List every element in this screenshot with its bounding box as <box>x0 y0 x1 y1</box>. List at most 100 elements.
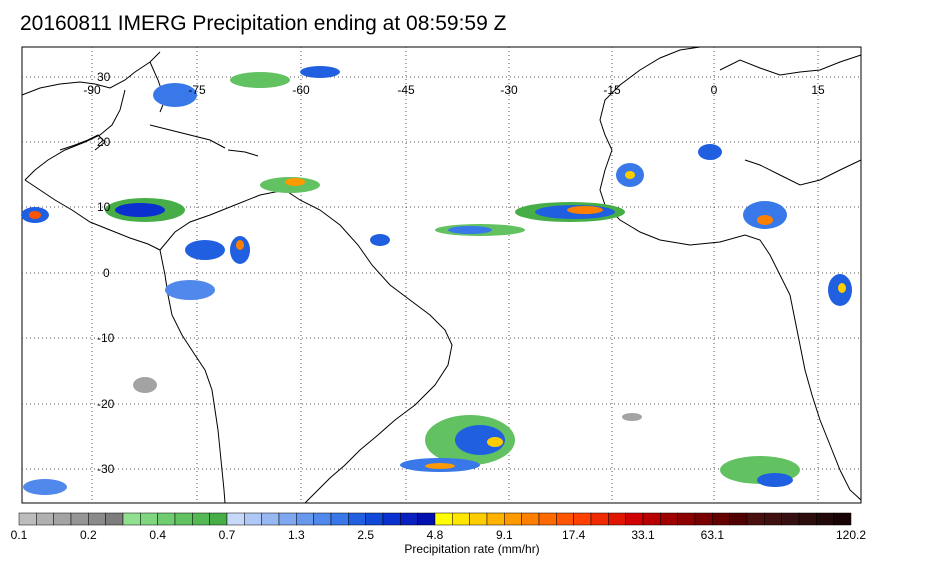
colorbar-tick-label: 63.1 <box>700 528 725 542</box>
precip-area <box>165 280 215 300</box>
colorbar-swatch <box>434 512 453 526</box>
gridlines <box>22 47 861 503</box>
colorbar-swatch <box>729 512 748 526</box>
lat-label: 0 <box>103 266 110 280</box>
colorbar-swatch <box>816 512 834 526</box>
coast-south-america <box>159 189 453 504</box>
colorbar-swatch <box>88 512 106 526</box>
colorbar <box>18 512 852 526</box>
colorbar-swatch <box>36 512 54 526</box>
colorbar-swatch <box>278 512 297 526</box>
colorbar-swatch <box>469 512 488 526</box>
colorbar-swatch <box>798 512 817 526</box>
colorbar-swatch <box>660 512 678 526</box>
colorbar-swatch <box>677 512 696 526</box>
colorbar-swatch <box>105 512 124 526</box>
precip-area <box>448 226 492 234</box>
colorbar-tick-label: 2.5 <box>357 528 374 542</box>
colorbar-swatch <box>53 512 72 526</box>
coast-africa-east <box>744 159 862 186</box>
colorbar-swatch <box>590 512 609 526</box>
precip-area <box>285 178 305 186</box>
colorbar-swatch <box>365 512 384 526</box>
colorbar-swatch <box>556 512 574 526</box>
colorbar-tick-label: 120.2 <box>835 528 867 542</box>
coast-yucatan <box>59 134 106 151</box>
colorbar-swatch <box>174 512 193 526</box>
colorbar-tick-label: 0.2 <box>79 528 97 542</box>
colorbar-tick-label: 0.7 <box>218 528 236 542</box>
coast-north-america <box>21 51 161 181</box>
colorbar-swatch <box>348 512 366 526</box>
lat-label: -20 <box>97 397 115 411</box>
coast-south-america-west <box>159 249 226 504</box>
lon-label: -75 <box>188 83 206 97</box>
colorbar-swatch <box>746 512 765 526</box>
colorbar-swatch <box>712 512 730 526</box>
lat-label: 30 <box>97 70 111 84</box>
colorbar-swatch <box>244 512 262 526</box>
lat-label: 20 <box>97 135 111 149</box>
colorbar-swatch <box>486 512 505 526</box>
colorbar-tick-label: 0.1 <box>10 528 28 542</box>
lon-label: -90 <box>83 83 101 97</box>
colorbar-swatch <box>192 512 210 526</box>
colorbar-swatch <box>417 512 436 526</box>
precip-area <box>487 437 503 447</box>
lon-label: 0 <box>711 83 718 97</box>
lon-label: 15 <box>811 83 825 97</box>
colorbar-swatch <box>70 512 89 526</box>
precip-area <box>455 425 505 455</box>
colorbar-swatch <box>538 512 557 526</box>
colorbar-swatch <box>781 512 800 526</box>
colorbar-swatch <box>642 512 661 526</box>
colorbar-swatch <box>400 512 418 526</box>
precip-area <box>757 473 793 487</box>
precip-area <box>698 144 722 160</box>
precip-area <box>230 72 290 88</box>
colorbar-swatch <box>330 512 349 526</box>
precip-area <box>115 203 165 217</box>
longitude-labels: -90 -75 -60 -45 -30 -15 0 15 <box>83 83 825 97</box>
colorbar-swatch <box>608 512 626 526</box>
precip-area <box>622 413 642 421</box>
colorbar-swatch <box>573 512 592 526</box>
lon-label: -30 <box>500 83 518 97</box>
colorbar-swatch <box>296 512 314 526</box>
coast-hispaniola <box>227 149 259 157</box>
coast-cuba <box>149 124 226 149</box>
latitude-labels: 30 20 10 0 -10 -20 -30 <box>97 70 115 476</box>
coast-europe <box>719 54 862 76</box>
lon-label: -45 <box>397 83 415 97</box>
coast-central-america <box>24 179 161 251</box>
colorbar-swatch <box>694 512 713 526</box>
precip-area <box>153 83 197 107</box>
precip-area <box>236 240 244 250</box>
precip-area <box>757 215 773 225</box>
colorbar-swatch <box>313 512 332 526</box>
lat-label: -10 <box>97 331 115 345</box>
colorbar-tick-label: 33.1 <box>631 528 655 542</box>
precipitation-field <box>21 66 852 495</box>
precip-area <box>23 479 67 495</box>
coast-africa-north <box>599 46 701 151</box>
lat-label: 10 <box>97 200 111 214</box>
colorbar-swatch <box>209 512 228 526</box>
colorbar-swatch <box>764 512 782 526</box>
colorbar-swatch <box>18 512 37 526</box>
map-title: 20160811 IMERG Precipitation ending at 0… <box>20 12 507 35</box>
precip-area <box>838 283 846 293</box>
colorbar-tick-label: 1.3 <box>287 528 305 542</box>
precip-area <box>133 377 157 393</box>
lon-label: -15 <box>603 83 621 97</box>
colorbar-swatch <box>521 512 540 526</box>
precip-area <box>29 211 41 219</box>
precip-area <box>625 171 635 179</box>
precip-area <box>300 66 340 78</box>
precip-area <box>567 206 603 214</box>
colorbar-swatch <box>157 512 176 526</box>
colorbar-swatch <box>504 512 522 526</box>
lon-label: -60 <box>292 83 310 97</box>
colorbar-tick-label: 9.1 <box>495 528 513 542</box>
